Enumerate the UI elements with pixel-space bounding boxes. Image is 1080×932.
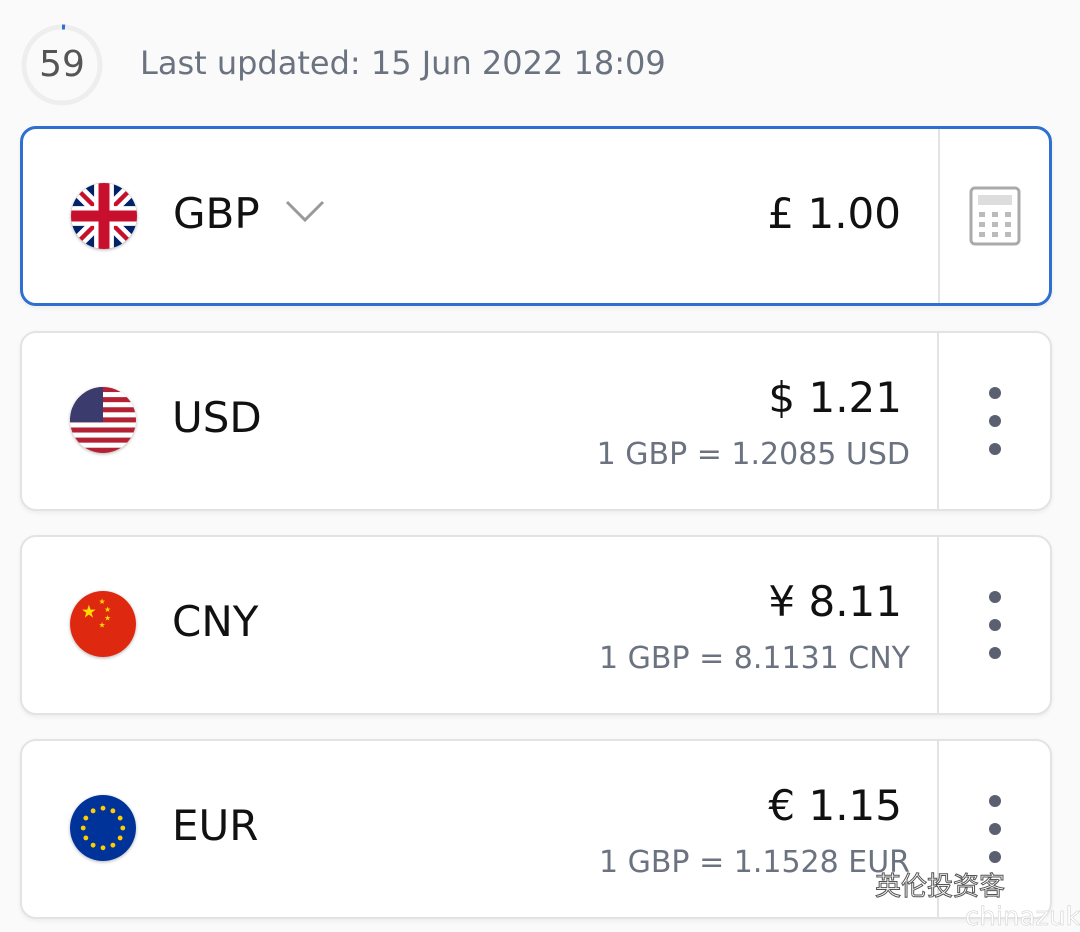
svg-text:★: ★ xyxy=(104,605,111,614)
last-updated: Last updated: 15 Jun 2022 18:09 xyxy=(140,44,666,82)
divider xyxy=(937,741,939,917)
svg-text:★: ★ xyxy=(81,602,97,622)
refresh-countdown: 59 xyxy=(20,23,104,107)
currency-row-eur[interactable]: EUR € 1.15 1 GBP = 1.1528 EUR xyxy=(20,739,1052,919)
calculator-button[interactable] xyxy=(940,129,1049,303)
currency-row-usd[interactable]: USD $ 1.21 1 GBP = 1.2085 USD xyxy=(20,331,1052,511)
svg-text:★: ★ xyxy=(104,614,111,623)
uk-flag-icon xyxy=(71,183,137,249)
more-vertical-icon xyxy=(988,583,1001,667)
amount-input[interactable]: £ 1.00 xyxy=(767,189,901,238)
china-flag-icon: ★ ★ ★ ★ ★ xyxy=(70,591,136,657)
divider xyxy=(937,537,939,713)
divider xyxy=(937,333,939,509)
divider xyxy=(938,129,940,303)
base-currency-card[interactable]: GBP £ 1.00 xyxy=(20,126,1052,306)
exchange-rate: 1 GBP = 1.2085 USD xyxy=(596,437,910,472)
svg-text:★: ★ xyxy=(99,597,106,606)
exchange-rate: 1 GBP = 1.1528 EUR xyxy=(598,845,910,880)
more-options-button[interactable] xyxy=(939,741,1050,917)
more-vertical-icon xyxy=(988,379,1001,463)
currency-code: USD xyxy=(172,393,262,442)
eu-flag-icon xyxy=(70,795,136,861)
currency-row-cny[interactable]: ★ ★ ★ ★ ★ CNY ¥ 8.11 1 GBP = 8.1131 CNY xyxy=(20,535,1052,715)
converted-amount: € 1.15 xyxy=(768,781,902,830)
currency-code[interactable]: GBP xyxy=(173,189,260,238)
chevron-down-icon[interactable] xyxy=(285,199,325,223)
watermark-sub: chinazuk xyxy=(965,902,1080,932)
more-options-button[interactable] xyxy=(939,333,1050,509)
more-vertical-icon xyxy=(988,787,1001,871)
countdown-value: 59 xyxy=(39,44,85,85)
more-options-button[interactable] xyxy=(939,537,1050,713)
svg-text:★: ★ xyxy=(99,620,106,629)
calculator-icon xyxy=(969,186,1020,246)
currency-code: EUR xyxy=(172,801,259,850)
converted-amount: ¥ 8.11 xyxy=(768,577,902,626)
exchange-rate: 1 GBP = 8.1131 CNY xyxy=(599,641,910,676)
converted-amount: $ 1.21 xyxy=(768,373,902,422)
us-flag-icon xyxy=(70,387,136,453)
watermark: 英伦投资客 xyxy=(874,872,1006,903)
currency-code: CNY xyxy=(172,597,259,646)
